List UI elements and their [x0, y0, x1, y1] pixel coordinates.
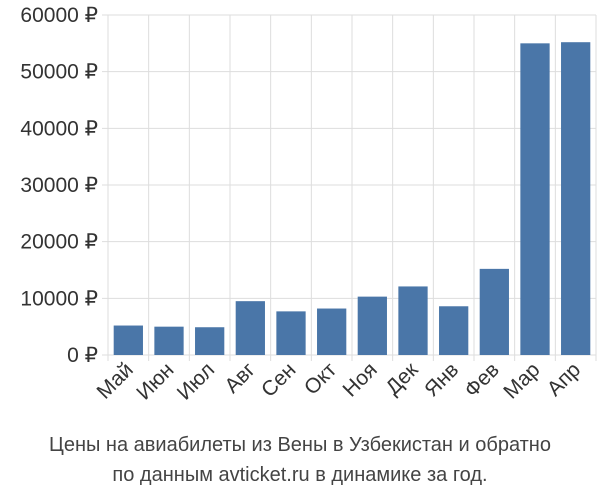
bar-1: [113, 325, 143, 355]
x-tick-label: Фев: [460, 358, 504, 402]
bar-12: [561, 42, 591, 355]
bar-6: [317, 308, 347, 355]
bar-2: [154, 326, 184, 355]
x-tick-label: Ноя: [339, 358, 382, 401]
bar-9: [439, 306, 469, 355]
x-tick-label: Дек: [381, 358, 423, 400]
x-tick-label: Авг: [220, 358, 260, 398]
x-tick-label: Июл: [173, 358, 219, 404]
x-tick-label: Апр: [543, 358, 585, 400]
caption-line-1: Цены на авиабилеты из Вены в Узбекистан …: [49, 434, 551, 456]
x-tick-label: Мар: [499, 358, 544, 403]
chart-caption: Цены на авиабилеты из Вены в Узбекистан …: [0, 430, 600, 490]
bar-5: [276, 311, 306, 355]
bar-8: [398, 286, 428, 355]
bar-7: [357, 296, 387, 355]
y-tick-label: 50000 ₽: [20, 61, 98, 84]
x-tick-label: Янв: [420, 358, 463, 401]
y-tick-label: 10000 ₽: [20, 287, 98, 310]
price-bar-chart: 0 ₽ 10000 ₽ 20000 ₽ 30000 ₽ 40000 ₽ 50000 ₽ 60…: [20, 4, 597, 405]
bar-3: [195, 327, 225, 355]
y-tick-label: 30000 ₽: [20, 174, 98, 197]
x-tick-label: Май: [93, 358, 138, 403]
y-tick-label: 40000 ₽: [20, 117, 98, 140]
x-tick-label: Июн: [132, 358, 178, 404]
x-tick-label: Сен: [257, 358, 300, 401]
bar-11: [520, 43, 550, 355]
bar-4: [235, 301, 265, 355]
y-tick-label: 20000 ₽: [20, 231, 98, 254]
bar-10: [479, 268, 509, 355]
x-tick-label: Окт: [300, 358, 342, 400]
y-tick-label: 60000 ₽: [20, 4, 98, 27]
y-tick-label: 0 ₽: [67, 344, 98, 367]
caption-line-2: по данным avticket.ru в динамике за год.: [112, 464, 488, 486]
